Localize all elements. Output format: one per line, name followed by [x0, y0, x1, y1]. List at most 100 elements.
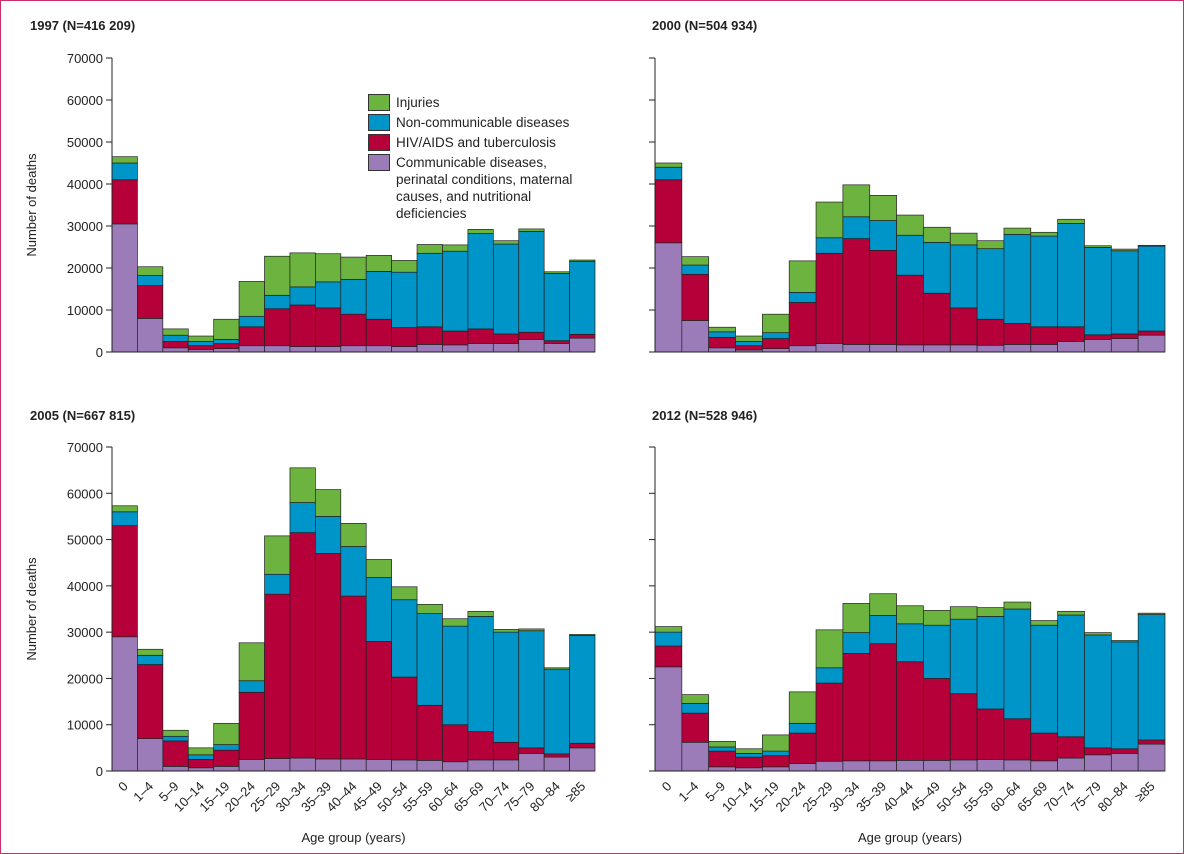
- bar-segment: [1057, 736, 1085, 759]
- bar-segment: [1110, 748, 1139, 754]
- bar-segment: [923, 624, 951, 679]
- bar-segment: [442, 625, 469, 726]
- legend-label: HIV/AIDS and tuberculosis: [396, 135, 556, 150]
- bar-segment: [842, 653, 871, 762]
- bar-segment: [213, 339, 240, 344]
- bar-segment: [708, 326, 736, 333]
- bar-segment: [467, 233, 494, 330]
- panel-title: 1997 (N=416 209): [30, 18, 135, 33]
- bar-segment: [842, 344, 871, 353]
- bar-segment: [137, 318, 164, 353]
- bar-segment: [708, 750, 736, 768]
- bar-segment: [467, 731, 494, 761]
- bar-segment: [681, 320, 710, 353]
- bar-segment: [654, 631, 683, 647]
- bar-segment: [416, 604, 443, 614]
- bar-segment: [137, 266, 164, 276]
- legend-item: Communicable diseases, perinatal conditi…: [368, 154, 573, 222]
- legend-item: HIV/AIDS and tuberculosis: [368, 134, 573, 151]
- x-tick-label: ≥85: [1132, 779, 1158, 805]
- bar-segment: [340, 546, 367, 597]
- y-tick-label: 30000: [67, 219, 103, 234]
- bar-segment: [492, 240, 520, 245]
- bar-segment: [949, 344, 978, 353]
- x-tick-label: 1–4: [130, 779, 156, 805]
- bar-segment: [896, 344, 924, 353]
- bar-segment: [1003, 344, 1032, 353]
- bar-segment: [391, 327, 418, 347]
- bar-segment: [735, 341, 763, 347]
- bar-segment: [492, 629, 520, 633]
- bar-segment: [365, 577, 392, 642]
- y-tick-label: 60000: [67, 486, 103, 501]
- bar-segment: [842, 632, 871, 654]
- bar-segment: [187, 335, 215, 342]
- bar-segment: [289, 252, 316, 288]
- bar-segment: [213, 343, 240, 349]
- bar-segment: [162, 735, 189, 742]
- bar-segment: [896, 623, 924, 663]
- bar-segment: [869, 220, 897, 251]
- bar-segment: [264, 255, 291, 296]
- bar-segment: [137, 275, 164, 286]
- y-tick-label: 30000: [67, 625, 103, 640]
- x-tick-label: ≥85: [563, 779, 589, 805]
- bar-segment: [416, 760, 443, 772]
- bar-segment: [416, 344, 443, 353]
- bar-segment: [442, 618, 469, 627]
- x-axis-label: Age group (years): [858, 830, 962, 845]
- legend-swatch: [368, 94, 390, 111]
- bar-segment: [735, 756, 763, 769]
- bar-segment: [815, 237, 844, 254]
- bar-segment: [735, 335, 763, 342]
- bar-segment: [1057, 223, 1085, 328]
- bar-segment: [238, 326, 265, 347]
- bar-segment: [162, 740, 189, 767]
- bar-segment: [442, 761, 469, 772]
- bar-segment: [289, 346, 316, 353]
- bar-segment: [842, 238, 871, 345]
- bar-segment: [1084, 247, 1112, 336]
- bar-segment: [1003, 608, 1032, 720]
- bar-segment: [467, 610, 494, 617]
- bar-segment: [391, 271, 418, 328]
- bar-segment: [569, 334, 596, 339]
- bar-segment: [1084, 747, 1112, 756]
- bar-segment: [1137, 334, 1166, 353]
- bar-segment: [815, 682, 844, 762]
- bar-segment: [569, 259, 596, 262]
- bar-segment: [518, 630, 545, 749]
- bar-segment: [762, 338, 790, 349]
- bar-segment: [708, 336, 736, 349]
- bar-segment: [923, 292, 951, 346]
- bar-segment: [896, 605, 924, 625]
- bar-segment: [111, 636, 138, 772]
- bar-segment: [213, 766, 240, 772]
- bar-segment: [416, 244, 443, 254]
- bar-segment: [654, 166, 683, 181]
- bar-segment: [1057, 610, 1085, 616]
- bar-segment: [442, 244, 469, 252]
- bar-segment: [391, 676, 418, 761]
- bar-segment: [111, 223, 138, 353]
- bar-segment: [238, 315, 265, 328]
- bar-segment: [264, 535, 291, 575]
- bar-segment: [492, 343, 520, 353]
- x-tick-label: 0: [659, 779, 675, 795]
- bar-segment: [923, 242, 951, 294]
- bar-segment: [708, 331, 736, 338]
- bar-segment: [1110, 248, 1139, 252]
- bar-segment: [708, 741, 736, 748]
- bar-segment: [788, 763, 817, 772]
- bar-segment: [1003, 234, 1032, 324]
- bar-segment: [340, 345, 367, 353]
- bar-segment: [264, 573, 291, 595]
- bar-segment: [1137, 614, 1166, 741]
- bar-segment: [315, 553, 342, 760]
- bar-segment: [949, 307, 978, 346]
- bar-segment: [869, 194, 897, 221]
- bar-segment: [365, 271, 392, 320]
- bar-segment: [896, 214, 924, 236]
- bar-segment: [1084, 754, 1112, 772]
